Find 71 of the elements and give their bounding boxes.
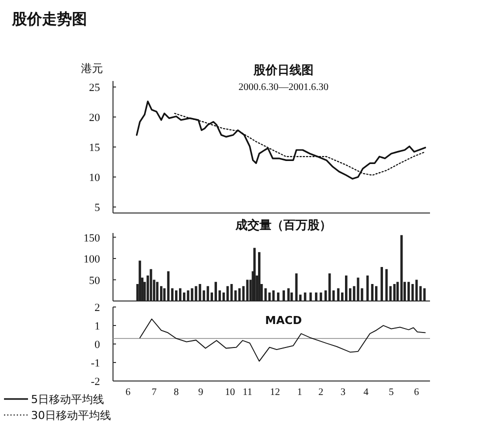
y-tick-label: 10 [89,172,100,184]
bar [206,286,210,301]
y-tick-label: 5 [94,202,100,214]
bar [337,288,340,301]
chart-title: 成交量（百万股） [234,218,332,232]
bar [230,284,233,301]
bar [328,273,331,301]
bar [411,284,414,301]
bar [156,282,158,301]
legend-label: 30日移动平均线 [31,409,111,422]
bar [282,290,285,301]
bar [309,292,312,301]
chart-subtitle: 2000.6.30—2001.6.30 [238,82,328,93]
bar [356,278,360,301]
bar [320,292,322,301]
bar [246,280,249,301]
bar [375,286,378,301]
bar [304,292,306,301]
y-tick-label: 50 [89,274,100,287]
y-tick-label: 0 [94,339,100,351]
x-tick-label: 4 [363,387,368,398]
y-tick-label: -1 [90,358,100,370]
bar [175,290,178,301]
x-tick-label: 6 [414,387,420,398]
y-tick-label: 20 [89,112,100,124]
bar [393,284,396,301]
x-tick-label: 3 [340,387,346,398]
x-tick-label: 5 [388,387,394,398]
bar [186,290,190,301]
bar [415,280,418,301]
line-series [136,100,426,180]
bar [314,292,318,301]
text: 股价走势图 [11,10,87,28]
y-tick-label: 25 [89,82,100,94]
x-tick-label: 11 [242,387,252,398]
x-tick-label: 10 [225,387,235,398]
x-tick-label: 12 [270,387,280,398]
bar [214,282,217,301]
y-tick-label: 15 [89,142,100,154]
x-tick-label: 1 [297,387,302,398]
bar [182,292,186,301]
y-tick-label: -2 [90,376,100,388]
x-tick-label: 8 [174,387,179,398]
bar [178,288,182,301]
bar [138,260,142,301]
x-tick-label: 6 [126,387,131,398]
bar [371,284,374,301]
chart-title: 股价日线图 [252,63,314,77]
bar [264,288,267,301]
bar [150,269,152,301]
bar [380,267,383,301]
y-tick-label: 150 [84,232,100,244]
bar [277,292,280,301]
bar [258,252,260,301]
x-tick-label: 9 [198,387,204,398]
legend-label: 5日移动平均线 [31,393,104,406]
bar [167,271,170,301]
x-tick-label: 7 [152,387,157,398]
x-tick-label: 2 [318,387,324,398]
y-tick-label: 2 [94,302,100,314]
bar [190,288,194,301]
bar [226,286,229,301]
bar [345,276,348,301]
bar [407,282,410,301]
bar [160,286,162,301]
bar [295,273,298,301]
y-tick-label: 100 [84,254,100,266]
bar [290,292,293,301]
y-tick-label: 1 [94,320,100,332]
y-axis-title: 港元 [81,62,103,75]
text: MACD [265,314,302,327]
